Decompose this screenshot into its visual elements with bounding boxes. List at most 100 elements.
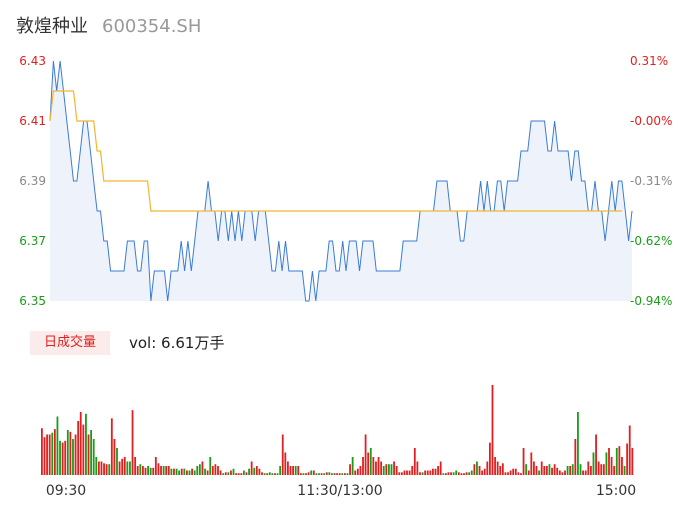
- change-tick-label: -0.31%: [630, 174, 672, 188]
- volume-bar: [610, 457, 613, 475]
- volume-bar: [144, 467, 147, 475]
- volume-bar: [621, 457, 623, 475]
- volume-bar: [121, 458, 124, 475]
- volume-bar: [297, 466, 300, 475]
- volume-bar: [476, 461, 478, 475]
- stock-code: 600354.SH: [102, 16, 202, 37]
- volume-bar: [341, 473, 344, 475]
- volume-bar: [198, 464, 201, 475]
- volume-bar: [346, 473, 349, 475]
- volume-bar: [268, 472, 271, 475]
- volume-bar: [253, 467, 256, 475]
- volume-bar: [87, 434, 90, 475]
- volume-bar: [390, 464, 393, 475]
- volume-bar: [188, 470, 191, 475]
- volume-bar: [408, 470, 411, 475]
- volume-bar: [310, 470, 313, 475]
- volume-bar: [108, 464, 111, 475]
- volume-bar: [483, 468, 486, 475]
- volume-bar: [589, 466, 592, 475]
- volume-bar: [356, 468, 359, 475]
- volume-bar: [180, 468, 183, 475]
- volume-bar: [129, 461, 131, 475]
- volume-bar: [331, 473, 333, 475]
- volume-bar: [413, 448, 416, 475]
- volume-bar: [56, 416, 59, 475]
- volume-bar: [434, 468, 437, 475]
- volume-bar: [61, 442, 64, 475]
- volume-value: vol: 6.61万手: [129, 334, 225, 352]
- volume-bar: [535, 466, 538, 475]
- volume-bar: [501, 463, 504, 475]
- volume-bar: [204, 468, 206, 475]
- volume-bar: [351, 457, 354, 475]
- volume-bar: [85, 413, 87, 475]
- volume-bar: [432, 468, 434, 475]
- volume-bar: [538, 470, 540, 475]
- volume-bar: [488, 442, 491, 475]
- volume-bar: [240, 473, 243, 475]
- volume-bar: [385, 464, 388, 475]
- volume-bar: [496, 461, 499, 475]
- volume-bar: [258, 468, 261, 475]
- volume-bar: [147, 466, 149, 475]
- volume-bar: [569, 466, 572, 475]
- volume-bar: [530, 452, 533, 475]
- price-axis-labels: 6.43 6.41 6.39 6.37 6.35: [19, 54, 46, 308]
- volume-bar: [595, 434, 597, 475]
- volume-bar: [579, 464, 582, 475]
- volume-bar: [242, 470, 245, 475]
- volume-bar: [582, 470, 585, 475]
- volume-bar: [292, 466, 294, 475]
- volume-bar: [359, 466, 362, 475]
- volume-bar: [312, 470, 315, 475]
- volume-bar: [74, 434, 77, 475]
- volume-bar: [186, 470, 188, 475]
- volume-bar: [201, 461, 204, 475]
- volume-bar: [134, 457, 137, 475]
- volume-bar: [468, 472, 471, 475]
- volume-badge: 日成交量: [30, 331, 110, 355]
- time-tick-label: 11:30/13:00: [297, 483, 382, 499]
- volume-bar: [79, 412, 82, 475]
- volume-bar: [556, 467, 559, 475]
- volume-bar: [540, 461, 543, 475]
- volume-bar: [48, 434, 51, 475]
- volume-bar: [457, 472, 460, 475]
- volume-bar: [328, 472, 331, 475]
- volume-bar: [302, 473, 305, 475]
- volume-bar: [426, 470, 429, 475]
- volume-bar: [424, 470, 427, 475]
- price-area-fill: [50, 61, 632, 301]
- volume-bar: [584, 470, 587, 475]
- volume-bar: [631, 448, 634, 475]
- volume-bar: [139, 464, 142, 475]
- volume-bar: [325, 472, 328, 475]
- price-tick-label: 6.35: [19, 294, 46, 308]
- volume-bar: [289, 466, 292, 475]
- volume-bar: [162, 466, 165, 475]
- volume-bar: [103, 463, 105, 475]
- volume-bar: [230, 470, 232, 475]
- change-axis-labels: 0.31% -0.00% -0.31% -0.62% -0.94%: [630, 54, 672, 308]
- change-tick-label: -0.62%: [630, 234, 672, 248]
- volume-bar: [551, 467, 553, 475]
- price-tick-label: 6.43: [19, 54, 46, 68]
- time-tick-label: 15:00: [596, 483, 636, 499]
- volume-bar: [136, 466, 139, 475]
- volume-bar: [224, 472, 227, 475]
- volume-bar: [566, 466, 569, 475]
- volume-bar: [274, 473, 276, 475]
- volume-bar: [442, 473, 445, 475]
- volume-bar: [548, 464, 551, 475]
- volume-bar: [403, 470, 406, 475]
- volume-bar: [514, 468, 517, 475]
- volume-bar: [126, 461, 129, 475]
- stock-name: 敦煌种业: [16, 16, 88, 37]
- volume-bar: [481, 470, 484, 475]
- volume-bar: [157, 463, 160, 475]
- volume-bar: [131, 410, 134, 475]
- volume-bar: [465, 472, 468, 475]
- volume-bar: [72, 439, 74, 475]
